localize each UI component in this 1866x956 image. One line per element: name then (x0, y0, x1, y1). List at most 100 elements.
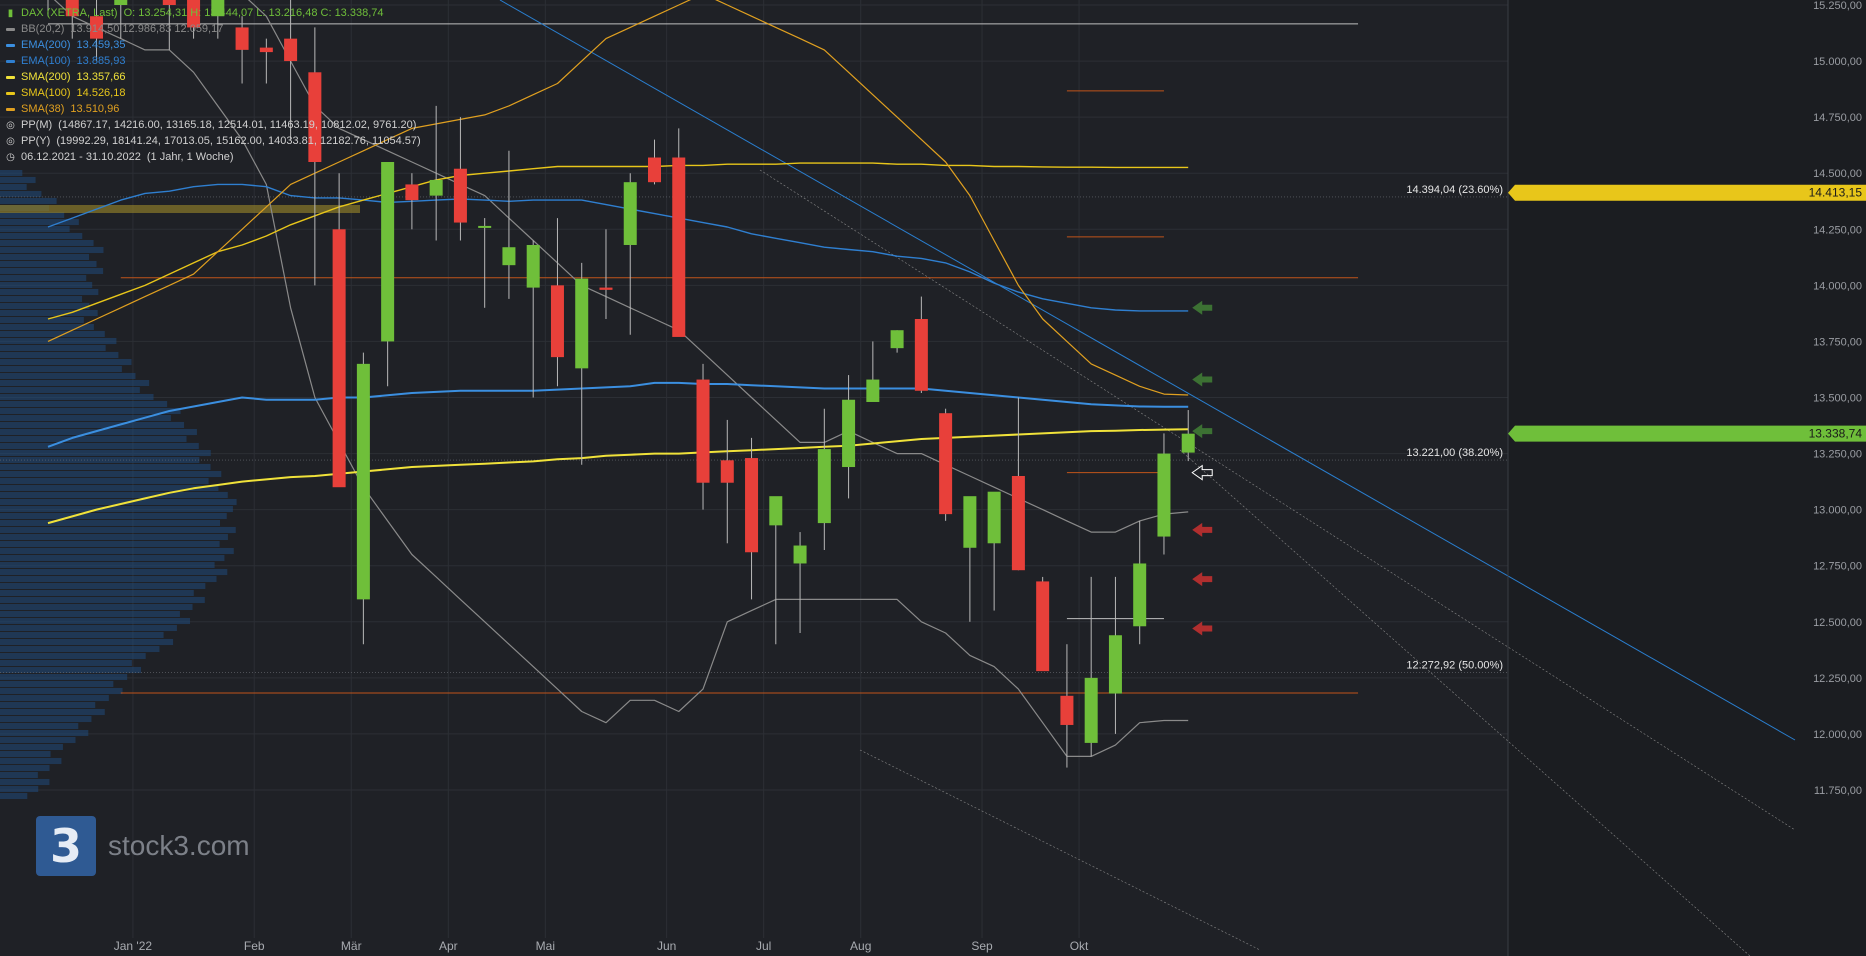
candle (90, 0, 104, 62)
volume-profile-bar (0, 212, 65, 218)
x-tick-label: Sep (971, 939, 993, 953)
candles (47, 0, 1195, 768)
x-tick-label: Okt (1070, 939, 1089, 953)
candle-body (866, 379, 880, 402)
candle-body (914, 319, 928, 391)
volume-profile-bar (0, 541, 220, 547)
candle-body (235, 27, 249, 50)
line-icon (6, 91, 15, 95)
candle-body (162, 0, 176, 5)
volume-profile-bar (0, 443, 199, 449)
legend-name: DAX (XETRA, Last) (21, 7, 118, 19)
candle-body (1084, 677, 1098, 743)
volume-profile-bar (0, 625, 177, 631)
volume-profile-bar (0, 380, 150, 386)
legend-row[interactable]: ◷ 06.12.2021 - 31.10.2022 (1 Jahr, 1 Woche… (6, 149, 421, 165)
legend: ▮ DAX (XETRA, Last) O: 13.254,31 H: 13.444… (6, 5, 421, 165)
indicator-lines (47, 0, 1189, 758)
volume-profile-bar (0, 387, 140, 393)
price-label: 14.413,15 (1809, 186, 1863, 200)
signal-arrow-icon (1192, 572, 1213, 587)
candle-body (502, 247, 516, 266)
legend-name: PP(Y) (21, 135, 51, 147)
horizontal-levels: 14.394,04 (23.60%) 13.221,00 (38.20%) 12.2… (0, 23, 1508, 694)
volume-profile-bar (0, 786, 39, 792)
y-tick-label: 12.500,00 (1813, 617, 1862, 629)
volume-profile-bar (0, 506, 233, 512)
trend-line-dotted (759, 169, 1796, 831)
volume-profile-bar (0, 632, 164, 638)
legend-values: 13.459,35 (76, 39, 126, 51)
volume-profile-bar (0, 289, 99, 295)
legend-row[interactable]: ▮ DAX (XETRA, Last) O: 13.254,31 H: 13.444… (6, 5, 421, 21)
x-tick-label: Feb (244, 939, 265, 953)
candle-icon: ▮ (7, 7, 14, 19)
candle (502, 150, 516, 299)
legend-row[interactable]: SMA(38) 13.510,96 (6, 101, 421, 117)
volume-profile-bar (0, 520, 220, 526)
candle-body (211, 0, 225, 17)
legend-row[interactable]: SMA(200) 13.357,66 (6, 69, 421, 85)
volume-profile-bar (0, 317, 84, 323)
legend-row[interactable]: EMA(200) 13.459,35 (6, 37, 421, 53)
volume-profile-bar (0, 492, 228, 498)
volume-profile-bar (0, 478, 209, 484)
legend-name: BB(20,2) (21, 23, 65, 35)
volume-profile-bar (0, 548, 234, 554)
candle (356, 352, 370, 645)
candle-body (696, 379, 710, 483)
volume-profile-bar (0, 716, 92, 722)
legend-name: SMA(100) (21, 87, 71, 99)
candle-body (987, 491, 1001, 544)
price-label-bg (1508, 425, 1866, 442)
volume-profile-bar (0, 450, 211, 456)
candle-body (1133, 563, 1147, 627)
candle (623, 173, 637, 335)
volume-profile-bar (0, 499, 237, 505)
volume-profile-bar (0, 464, 211, 470)
volume-profile-bar (0, 275, 87, 281)
candle (1036, 576, 1050, 672)
candle-body (356, 363, 370, 600)
volume-profile-bar (0, 345, 106, 351)
x-tick-label: Jul (756, 939, 771, 953)
candle (720, 419, 734, 544)
volume-profile-bar (0, 709, 105, 715)
candle-body (623, 182, 637, 245)
candle-body (332, 229, 346, 488)
volume-profile-bar (0, 583, 206, 589)
candle-body (259, 47, 273, 53)
volume-profile-bar (0, 170, 23, 176)
candle-body (1157, 453, 1171, 537)
candle-body (842, 399, 856, 468)
candle (769, 496, 783, 645)
ema200-line (47, 381, 1189, 448)
volume-profile-bar (0, 723, 79, 729)
fib-label: 12.272,92 (50.00%) (1406, 660, 1503, 672)
y-tick-label: 14.500,00 (1813, 168, 1862, 180)
candle (162, 0, 176, 50)
legend-row[interactable]: BB(20,2) 13.914,50 12.986,83 12.059,17 (6, 21, 421, 37)
line-icon (6, 43, 15, 47)
legend-row[interactable]: SMA(100) 14.526,18 (6, 85, 421, 101)
y-tick-label: 13.000,00 (1813, 505, 1862, 517)
volume-profile-bar (0, 772, 38, 778)
legend-row[interactable]: EMA(100) 13.885,93 (6, 53, 421, 69)
legend-row[interactable]: ◎ PP(Y) (19992.29, 18141.24, 17013.05, 151… (6, 133, 421, 149)
y-tick-label: 13.250,00 (1813, 449, 1862, 461)
volume-profile-bar (0, 359, 132, 365)
y-tick-label: 14.250,00 (1813, 224, 1862, 236)
candle-body (963, 496, 977, 548)
sma200-line (47, 428, 1189, 525)
volume-profile-bar (0, 779, 50, 785)
legend-row[interactable]: ◎ PP(M) (14867.17, 14216.00, 13165.18, 125… (6, 117, 421, 133)
volume-profile-bar (0, 471, 222, 477)
volume-profile-bar (0, 653, 146, 659)
candle-body (550, 285, 564, 358)
candle-body (817, 449, 831, 524)
candle-body (429, 179, 443, 196)
volume-profile-bar (0, 667, 142, 673)
volume-profile-bar (0, 681, 114, 687)
y-tick-label: 15.000,00 (1813, 56, 1862, 68)
